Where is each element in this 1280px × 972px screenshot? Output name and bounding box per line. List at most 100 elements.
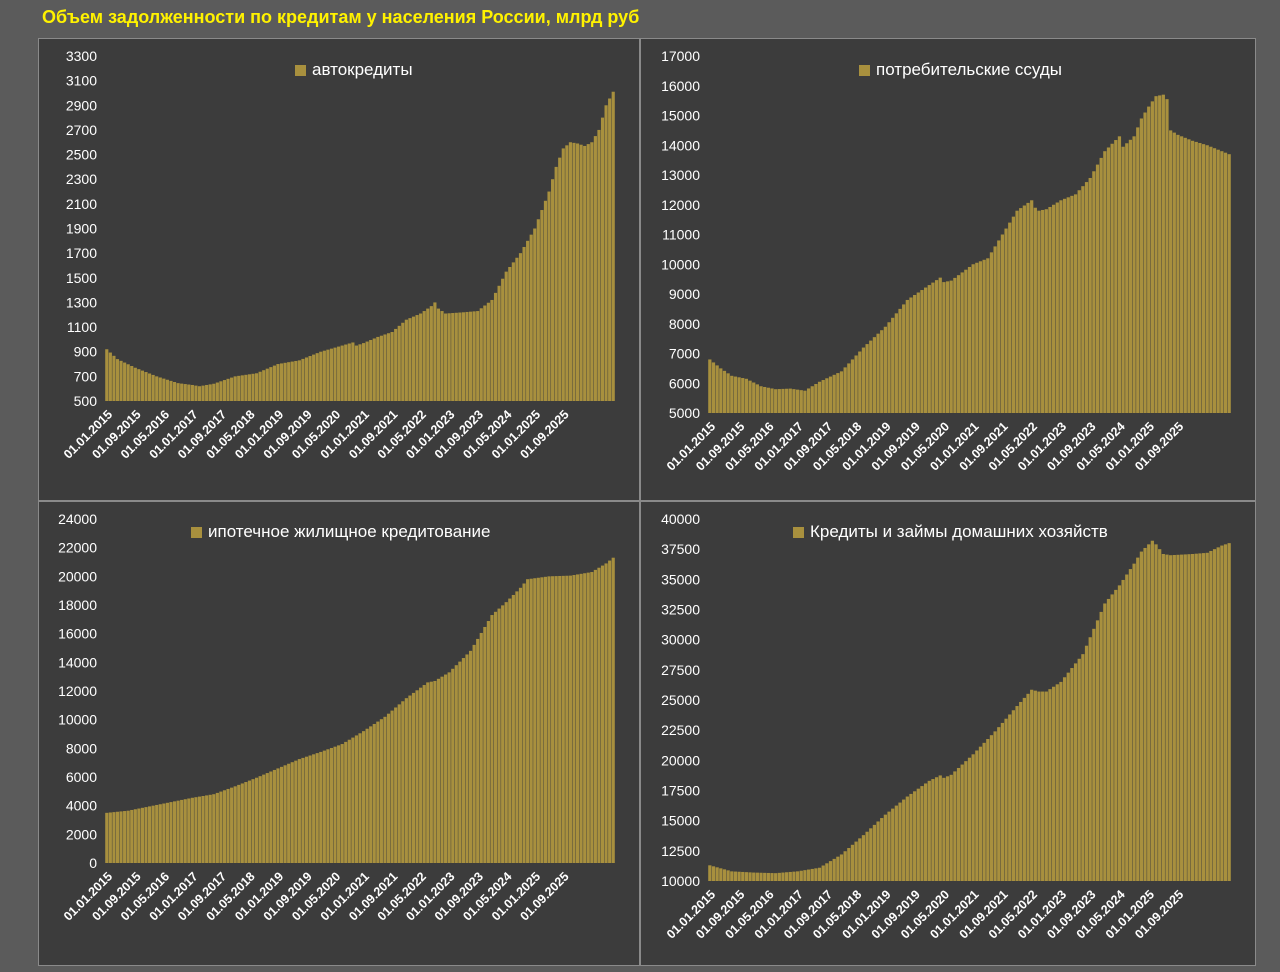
bar <box>436 308 441 401</box>
bar <box>942 777 946 881</box>
y-tick-label: 1300 <box>66 294 97 310</box>
bar <box>1033 690 1037 881</box>
bar <box>1147 544 1151 881</box>
bar <box>262 774 266 863</box>
bar <box>140 807 145 863</box>
bar <box>383 716 387 863</box>
bar <box>583 573 587 863</box>
bar <box>547 191 551 401</box>
bar <box>997 240 1001 413</box>
bar <box>151 805 155 863</box>
bar <box>737 871 741 881</box>
bar <box>869 340 873 413</box>
bar <box>479 308 483 401</box>
bar <box>461 658 465 863</box>
bar <box>404 319 408 401</box>
bar <box>1139 551 1144 881</box>
bar <box>1154 544 1158 881</box>
bar <box>1143 547 1147 881</box>
bar <box>126 810 130 863</box>
y-tick-label: 20000 <box>58 568 97 584</box>
bar <box>197 796 202 863</box>
bar <box>447 672 451 863</box>
bar <box>426 308 430 401</box>
bar <box>304 756 309 863</box>
bar <box>180 799 184 863</box>
bar <box>1169 555 1173 881</box>
bar <box>1212 549 1217 881</box>
bar <box>608 560 612 863</box>
bar <box>105 812 109 863</box>
bar <box>165 379 169 401</box>
bar <box>905 299 909 413</box>
bar <box>755 872 759 881</box>
bar <box>490 299 494 401</box>
bar <box>1092 171 1096 413</box>
bar <box>322 750 326 863</box>
bar <box>1180 136 1184 413</box>
bar <box>828 861 833 881</box>
bar <box>821 865 825 881</box>
bar <box>949 774 953 881</box>
chart-panel-mortgage: 0 2000 4000 6000 8000 10000 12000 14000 16000 180… <box>38 501 640 966</box>
bar <box>194 797 198 863</box>
bar <box>1106 147 1111 413</box>
bar <box>898 308 902 414</box>
bar <box>126 364 130 401</box>
bar <box>493 292 498 401</box>
bar <box>1165 99 1169 413</box>
bar <box>1169 130 1173 414</box>
bar <box>497 285 501 401</box>
bar <box>792 389 796 413</box>
bar <box>967 266 972 413</box>
bar <box>158 804 162 863</box>
bar <box>1059 200 1063 413</box>
bar <box>340 345 344 401</box>
bar <box>1073 194 1078 413</box>
bar <box>115 811 120 863</box>
bar <box>1132 563 1136 881</box>
bar <box>788 388 792 413</box>
bar <box>1052 686 1056 881</box>
bar <box>408 318 412 401</box>
bar <box>1223 152 1228 413</box>
bar <box>1220 151 1224 413</box>
bar <box>883 814 887 881</box>
bar <box>108 352 112 401</box>
bar <box>832 374 836 413</box>
bar <box>597 129 601 401</box>
bar <box>730 375 734 413</box>
bar <box>1125 574 1129 881</box>
bar <box>920 290 924 413</box>
bar <box>511 594 515 863</box>
bar <box>376 721 380 863</box>
bar <box>476 311 480 401</box>
bar <box>379 719 383 863</box>
bar <box>1062 198 1067 413</box>
bar <box>1128 139 1133 414</box>
bar <box>558 157 562 401</box>
bar <box>1004 718 1008 881</box>
bar <box>902 304 906 413</box>
bar <box>590 142 594 401</box>
y-tick-label: 2300 <box>66 171 97 187</box>
bar <box>379 335 383 401</box>
bar <box>190 797 194 863</box>
bar <box>986 739 990 881</box>
y-tick-label: 700 <box>74 368 98 384</box>
bar <box>763 386 767 413</box>
y-tick-label: 6000 <box>669 375 700 391</box>
bar <box>165 802 169 863</box>
bar <box>419 687 423 863</box>
bar <box>558 575 562 863</box>
bar <box>358 344 362 401</box>
bar <box>1161 94 1165 414</box>
bar <box>123 811 127 863</box>
bar <box>401 322 405 401</box>
bar <box>1011 710 1015 881</box>
bar <box>322 350 326 401</box>
bar <box>1041 691 1045 881</box>
bar <box>858 351 862 413</box>
bar <box>850 844 855 881</box>
bar <box>390 710 394 863</box>
